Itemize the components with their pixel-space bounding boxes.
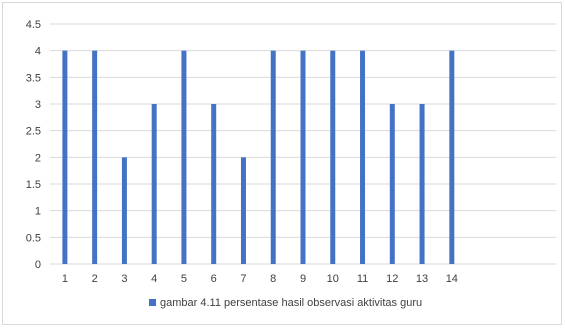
y-tick-label: 2 xyxy=(35,152,41,164)
y-tick-label: 4.5 xyxy=(26,19,41,31)
bar-7 xyxy=(240,157,246,264)
legend-label: gambar 4.11 persentase hasil observasi a… xyxy=(160,297,422,309)
y-tick-label: 3 xyxy=(35,99,41,111)
x-tick-label: 3 xyxy=(121,273,127,285)
bar-12 xyxy=(389,104,395,264)
x-axis-ticks: 1 2 3 4 5 6 7 8 9 10 11 12 13 14 xyxy=(62,273,458,285)
chart-frame: 0 0.5 1 1.5 2 2.5 3 3.5 4 4.5 1 2 3 4 5 6 7 8 9 10 11 12 13 14… xyxy=(2,2,562,325)
x-tick-label: 4 xyxy=(151,273,157,285)
x-tick-label: 8 xyxy=(270,273,276,285)
y-tick-label: 0 xyxy=(35,259,41,271)
x-tick-label: 5 xyxy=(181,273,187,285)
bar-13 xyxy=(419,104,425,264)
x-tick-label: 1 xyxy=(62,273,68,285)
bar-5 xyxy=(181,50,187,264)
y-axis-ticks: 0 0.5 1 1.5 2 2.5 3 3.5 4 4.5 xyxy=(26,19,41,271)
bar-4 xyxy=(151,104,157,264)
bar-6 xyxy=(211,104,217,264)
x-tick-label: 7 xyxy=(240,273,246,285)
legend-swatch xyxy=(149,299,156,306)
y-tick-label: 1.5 xyxy=(26,179,41,191)
x-tick-label: 11 xyxy=(357,273,368,285)
x-tick-label: 2 xyxy=(92,273,98,285)
x-tick-label: 14 xyxy=(446,273,458,285)
legend: gambar 4.11 persentase hasil observasi a… xyxy=(149,297,422,309)
x-tick-label: 6 xyxy=(211,273,217,285)
bar-8 xyxy=(270,50,276,264)
y-tick-label: 2.5 xyxy=(26,126,41,138)
bar-10 xyxy=(330,50,336,264)
y-tick-label: 3.5 xyxy=(26,72,41,84)
x-tick-label: 13 xyxy=(416,273,428,285)
bar-14 xyxy=(449,50,455,264)
bar-chart: 00.511.522.533.544.5 1 2 3 4 5 6 7 8 9 10 11 12 13 14… xyxy=(26,19,556,309)
bar-1 xyxy=(62,50,68,264)
bar-2 xyxy=(92,50,98,264)
bars xyxy=(62,50,455,264)
y-tick-label: 4 xyxy=(35,46,41,58)
bar-3 xyxy=(121,157,127,264)
bar-9 xyxy=(300,50,306,264)
bar-11 xyxy=(360,50,366,264)
x-tick-label: 10 xyxy=(327,273,339,285)
x-tick-label: 12 xyxy=(386,273,398,285)
y-tick-label: 0.5 xyxy=(26,232,41,244)
x-tick-label: 9 xyxy=(300,273,306,285)
y-tick-label: 1 xyxy=(35,206,41,218)
